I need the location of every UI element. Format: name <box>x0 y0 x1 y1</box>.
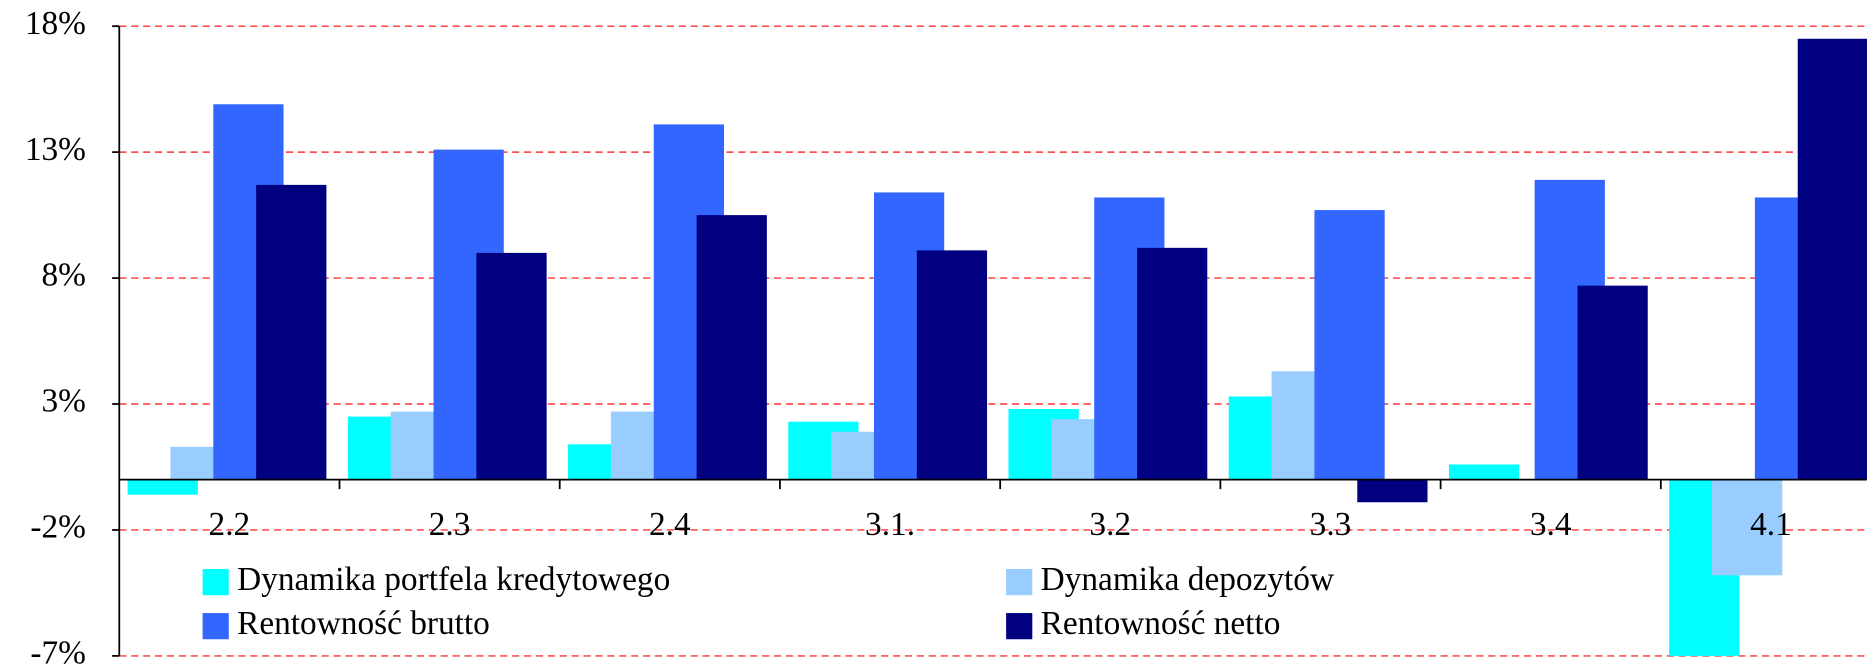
x-tick-label: 3.2 <box>1089 506 1131 543</box>
bar <box>1357 479 1428 503</box>
x-tick-label: 3.3 <box>1310 506 1352 543</box>
bar <box>1797 38 1867 480</box>
y-tick-label: -2% <box>30 509 86 546</box>
x-tick-label: 2.2 <box>209 506 251 543</box>
legend-swatch <box>202 569 229 596</box>
bar <box>1314 210 1385 480</box>
y-tick-label: 8% <box>42 257 86 294</box>
legend-swatch <box>202 613 229 640</box>
bar <box>1577 285 1648 480</box>
y-tick-label: 18% <box>25 5 86 42</box>
y-tick-label: 3% <box>42 383 86 420</box>
legend-label: Rentowność netto <box>1041 605 1281 642</box>
legend-swatch <box>1006 613 1033 640</box>
bar <box>127 479 198 495</box>
y-tick-label: -7% <box>30 635 86 669</box>
legend-label: Dynamika portfela kredytowego <box>237 561 670 598</box>
bar <box>916 250 988 480</box>
legend-label: Dynamika depozytów <box>1041 561 1334 598</box>
x-tick-label: 2.4 <box>649 506 691 543</box>
bar <box>1448 464 1520 480</box>
legend-label: Rentowność brutto <box>237 605 490 642</box>
bar <box>1712 479 1783 576</box>
bar <box>256 184 327 480</box>
bar <box>1137 247 1208 480</box>
x-tick-label: 3.1. <box>865 506 915 543</box>
x-tick-label: 2.3 <box>429 506 471 543</box>
x-tick-label: 4.1 <box>1750 506 1792 543</box>
bar <box>696 215 767 480</box>
bar <box>476 252 547 480</box>
y-tick-label: 13% <box>25 131 86 168</box>
legend-swatch <box>1006 569 1033 596</box>
x-tick-label: 3.4 <box>1530 506 1572 543</box>
